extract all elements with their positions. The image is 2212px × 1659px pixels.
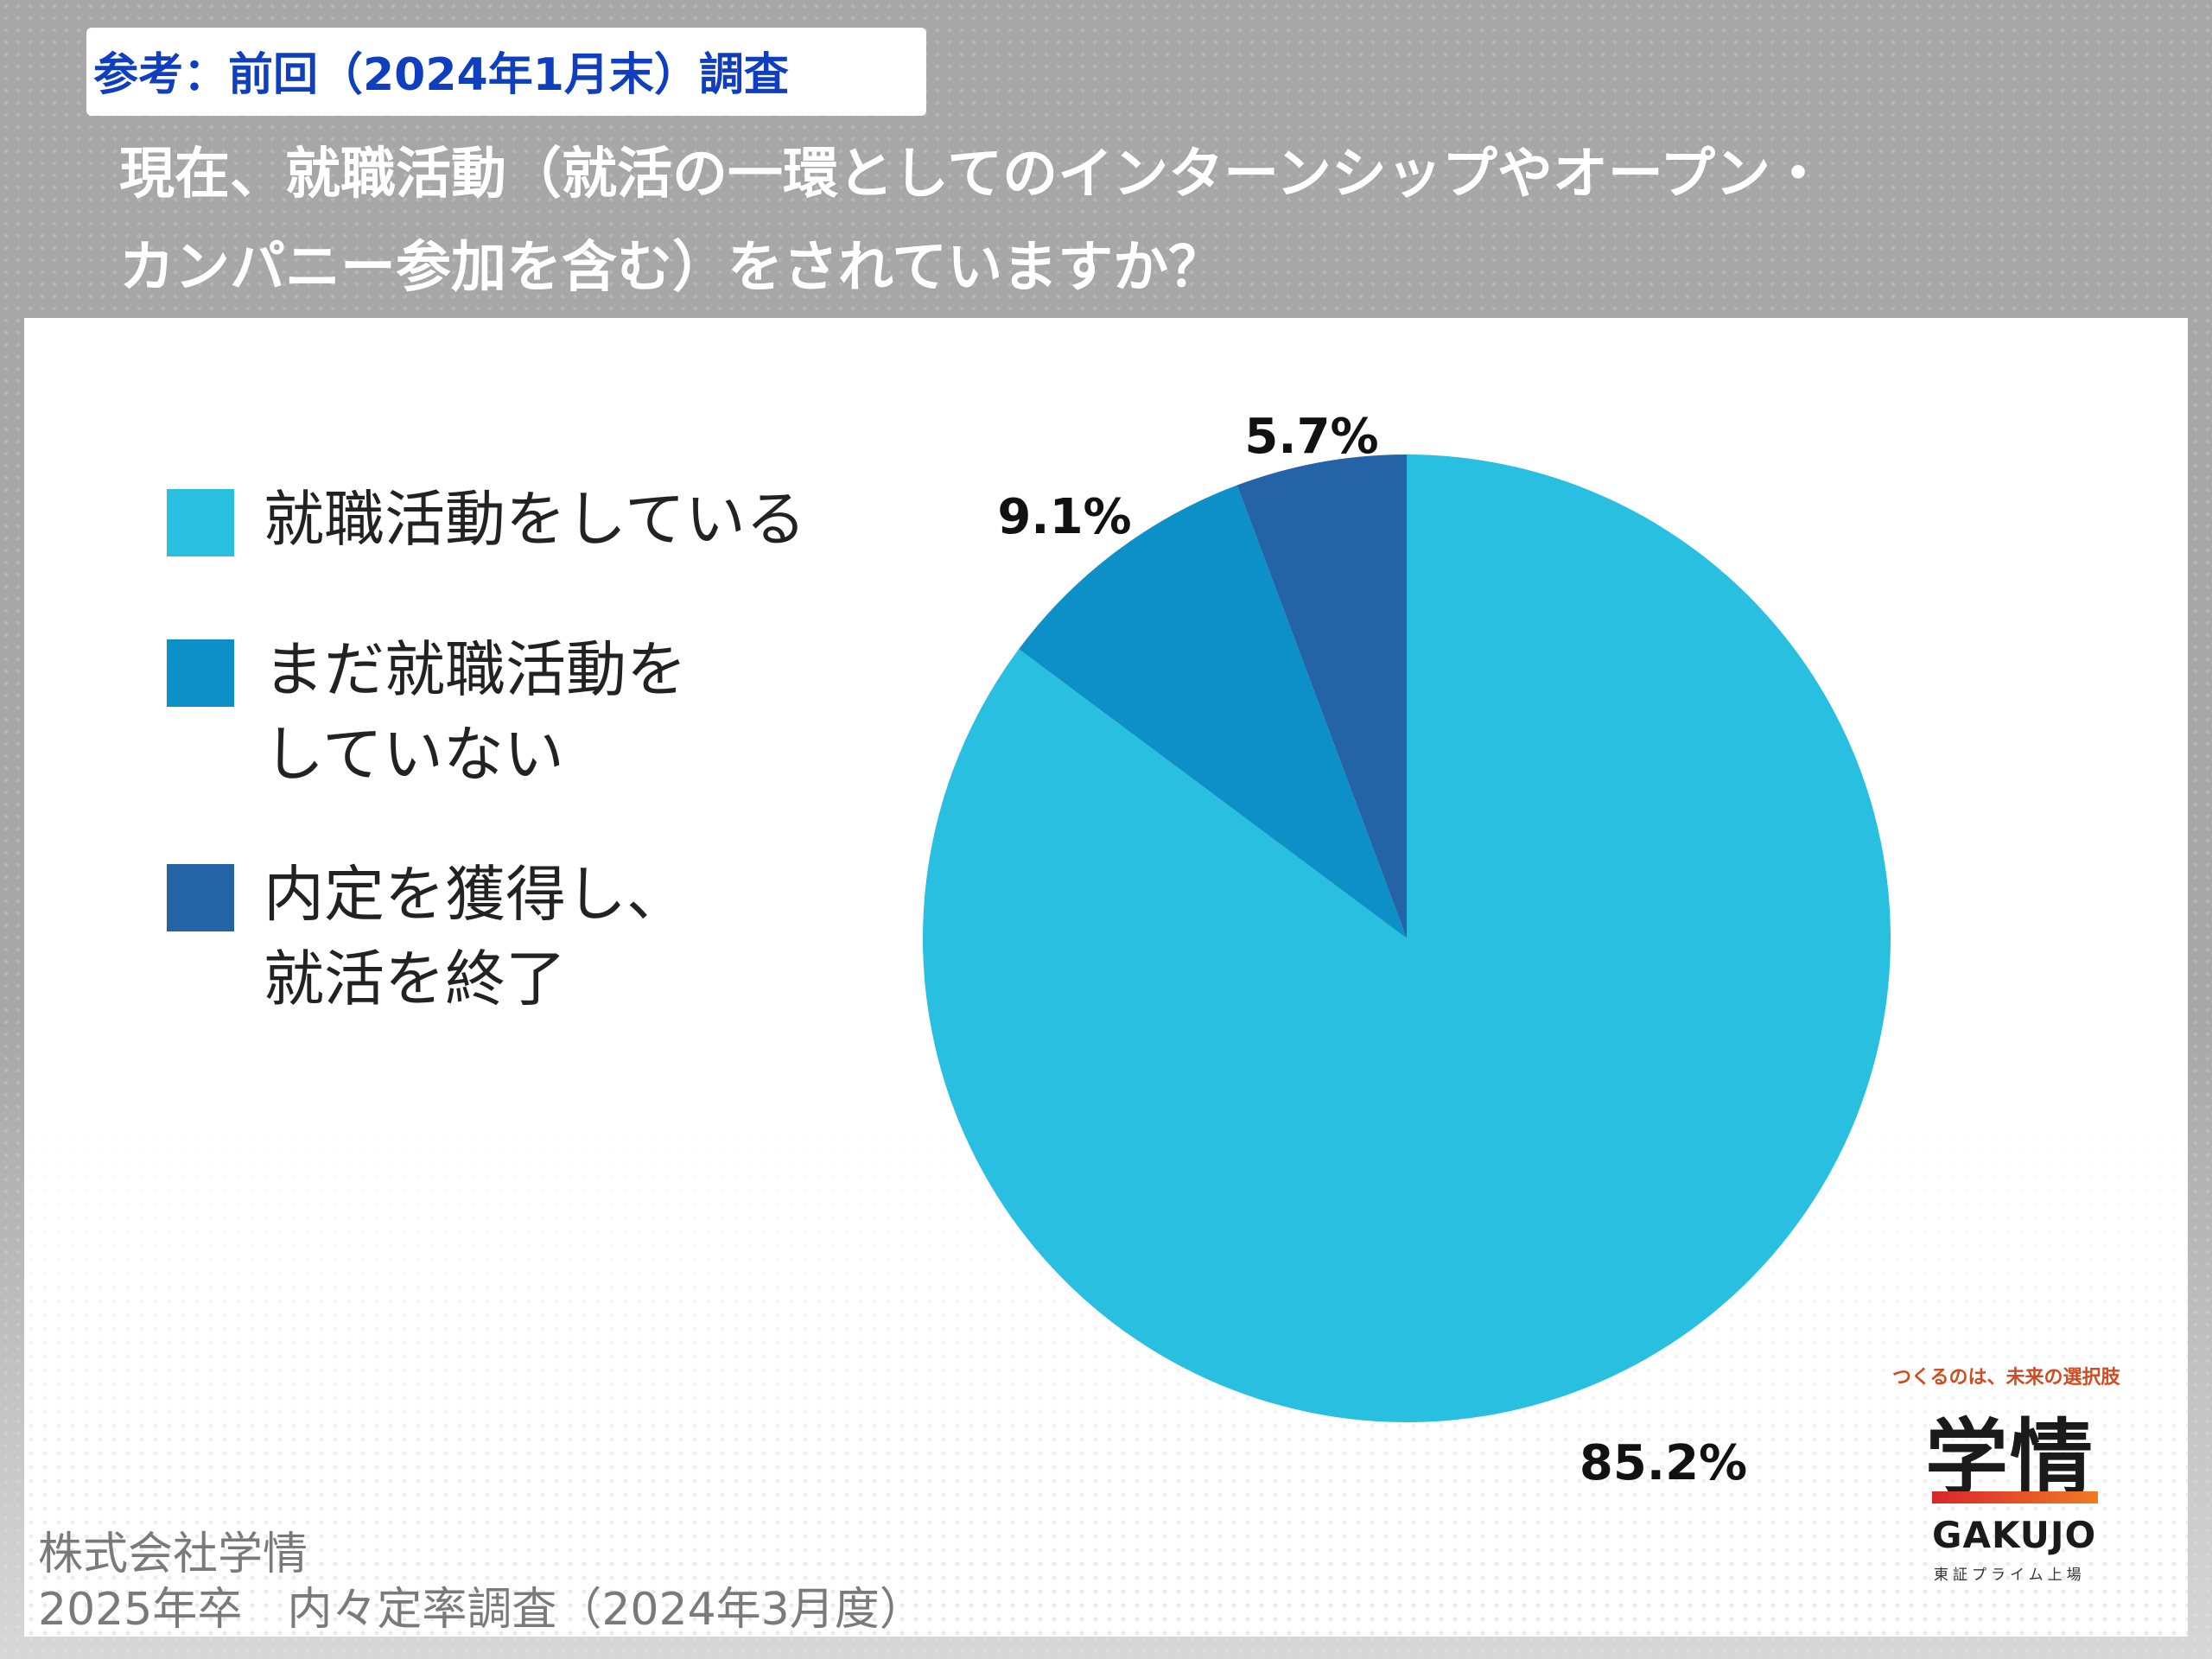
panel-dot-fade — [24, 1101, 2188, 1637]
logo-name-en: GAKUJO — [1932, 1514, 2097, 1556]
legend-label-not-started: まだ就職活動を していない — [264, 634, 687, 790]
logo-subtitle: 東証プライム上場 — [1934, 1567, 2086, 1584]
logo-gradient-bar — [1932, 1491, 2098, 1503]
question-line-2: カンパニー参加を含む）をされていますか？ — [119, 236, 1224, 300]
legend-label-active: 就職活動をしている — [264, 484, 806, 555]
footer-company: 株式会社学情 — [38, 1529, 308, 1580]
footer-survey: 2025年卒 内々定率調査（2024年3月度） — [38, 1584, 925, 1636]
question-line-1: 現在、就職活動（就活の一環としてのインターンシップやオープン・ — [119, 143, 1827, 207]
reference-label: 参考：前回（2024年1月末）調査 — [93, 49, 789, 101]
legend-swatch-not-started — [167, 639, 234, 707]
gakujo-logo-mark: 学情 — [1925, 1410, 2094, 1507]
legend-swatch-active — [167, 489, 234, 556]
legend-swatch-finished — [167, 864, 234, 931]
reference-badge — [86, 28, 926, 116]
logo-tagline: つくるのは、未来の選択肢 — [1892, 1367, 2120, 1389]
legend-label-finished: 内定を獲得し、 就活を終了 — [264, 859, 687, 1014]
